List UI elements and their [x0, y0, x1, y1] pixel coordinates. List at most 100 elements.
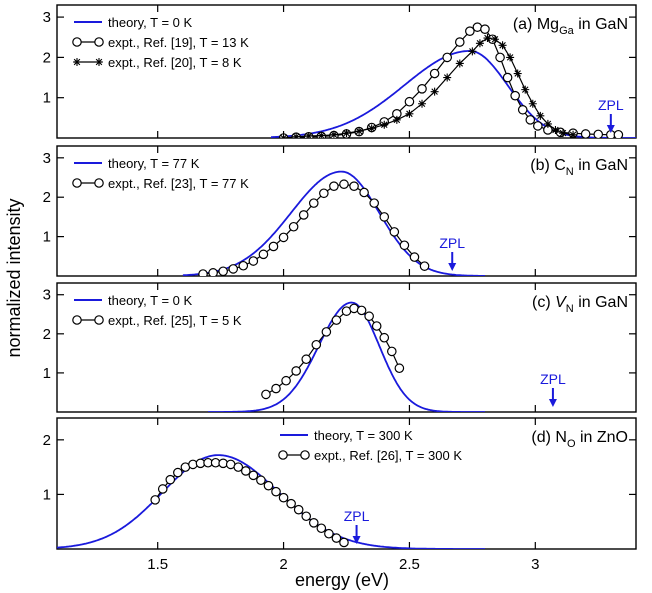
legend-label: theory, T = 0 K	[108, 293, 193, 308]
legend-entry: theory, T = 300 K	[280, 428, 413, 443]
zpl-marker: ZPL	[598, 97, 624, 133]
data-point-star	[528, 99, 537, 108]
axes-frame	[56, 282, 637, 413]
legend-label: expt., Ref. [26], T = 300 K	[314, 448, 462, 463]
data-point-circle	[261, 389, 271, 400]
data-point-circle	[331, 315, 342, 325]
data-point-circle	[291, 366, 301, 376]
data-point-circle	[208, 268, 218, 276]
data-point-circle	[278, 232, 289, 243]
data-point-star	[380, 120, 389, 129]
legend-entry: theory, T = 77 K	[74, 156, 200, 171]
data-point-circle	[288, 221, 299, 232]
data-point-star	[355, 127, 364, 136]
legend-entry: expt., Ref. [25], T = 5 K	[72, 313, 242, 328]
data-point-star	[367, 124, 376, 133]
panel-3: 1 2 3 theory, T = 0 K expt., Ref. [25], T = …	[43, 282, 637, 413]
zpl-arrow-head	[352, 536, 361, 544]
data-point-star	[521, 85, 530, 94]
series-theory-line	[57, 454, 485, 549]
data-point-star	[405, 109, 414, 118]
data-point-star	[498, 41, 507, 50]
data-point-circle	[404, 96, 415, 107]
data-point-circle	[324, 528, 334, 539]
data-point-star	[569, 130, 578, 138]
zpl-label: ZPL	[439, 235, 465, 251]
data-point-circle	[613, 129, 624, 138]
y-tick-label: 3	[43, 287, 51, 304]
data-point-circle	[339, 179, 349, 190]
data-point-circle	[311, 339, 322, 350]
data-point-circle	[371, 321, 382, 331]
data-point-circle	[429, 68, 440, 79]
data-point-circle	[198, 269, 208, 276]
data-point-circle	[271, 486, 281, 497]
y-tick-label: 2	[43, 432, 51, 449]
data-point-circle	[495, 52, 505, 63]
data-point-circle	[417, 84, 427, 94]
data-point-circle	[349, 181, 359, 191]
series-theory-line	[208, 301, 485, 412]
data-point-star	[491, 35, 500, 44]
legend-label: expt., Ref. [25], T = 5 K	[108, 313, 242, 328]
data-point-circle	[150, 495, 160, 505]
zpl-marker: ZPL	[439, 235, 465, 271]
legend-label: expt., Ref. [20], T = 8 K	[108, 55, 242, 70]
data-point-circle	[286, 498, 296, 509]
legend-entry: expt., Ref. [26], T = 300 K	[278, 448, 462, 463]
data-point-circle	[308, 517, 319, 528]
data-point-star	[443, 73, 452, 82]
panel-label: (d) NO in ZnO	[531, 429, 628, 450]
data-point-star	[551, 125, 560, 134]
legend-label: theory, T = 300 K	[314, 428, 413, 443]
data-point-circle	[389, 227, 400, 237]
data-point-star	[513, 69, 522, 78]
legend-marker-circle	[300, 450, 310, 460]
zpl-arrow-head	[448, 263, 457, 271]
data-point-circle	[218, 266, 228, 276]
data-point-circle	[339, 537, 349, 548]
data-point-circle	[356, 305, 367, 316]
data-point-star	[292, 132, 301, 138]
axes-frame	[56, 417, 637, 550]
data-point-circle	[593, 129, 604, 138]
data-point-circle	[331, 533, 342, 543]
data-point-circle	[419, 261, 430, 271]
data-point-star	[392, 115, 401, 124]
data-point-circle	[248, 256, 259, 266]
data-point-circle	[387, 346, 397, 357]
series-expt-line	[265, 307, 400, 395]
x-tick-label: 2	[279, 556, 287, 573]
y-tick-label: 2	[43, 189, 51, 206]
data-point-star	[279, 134, 288, 138]
data-point-circle	[502, 72, 513, 83]
data-point-circle	[233, 462, 244, 472]
data-point-star	[418, 99, 427, 108]
data-point-circle	[298, 210, 309, 220]
x-tick-label: 3	[531, 556, 539, 573]
zpl-arrow-head	[548, 399, 557, 407]
panel-label: (c) VN in GaN	[532, 294, 628, 315]
zpl-arrow-head	[606, 125, 615, 133]
chart-panels: 1 2 3 theory, T = 0 K expt., Ref. [19], T = …	[43, 4, 637, 573]
data-point-circle	[278, 492, 289, 503]
data-point-circle	[165, 474, 176, 485]
data-point-circle	[329, 181, 339, 191]
legend-marker-circle	[94, 315, 104, 325]
y-tick-label: 3	[43, 9, 51, 26]
data-point-circle	[228, 264, 239, 274]
data-point-circle	[399, 240, 410, 251]
x-tick-label: 2.5	[399, 556, 420, 573]
panel-2: 1 2 3 theory, T = 77 K expt., Ref. [23], T =…	[43, 145, 637, 277]
data-point-circle	[293, 504, 304, 515]
data-point-circle	[364, 311, 374, 322]
legend-entry: theory, T = 0 K	[74, 15, 193, 30]
data-point-circle	[316, 523, 327, 534]
data-point-circle	[409, 252, 420, 262]
legend-marker-circle	[72, 37, 82, 47]
zpl-marker: ZPL	[344, 508, 370, 544]
data-point-star	[329, 130, 338, 138]
data-point-circle	[173, 467, 183, 478]
data-point-circle	[442, 52, 452, 63]
